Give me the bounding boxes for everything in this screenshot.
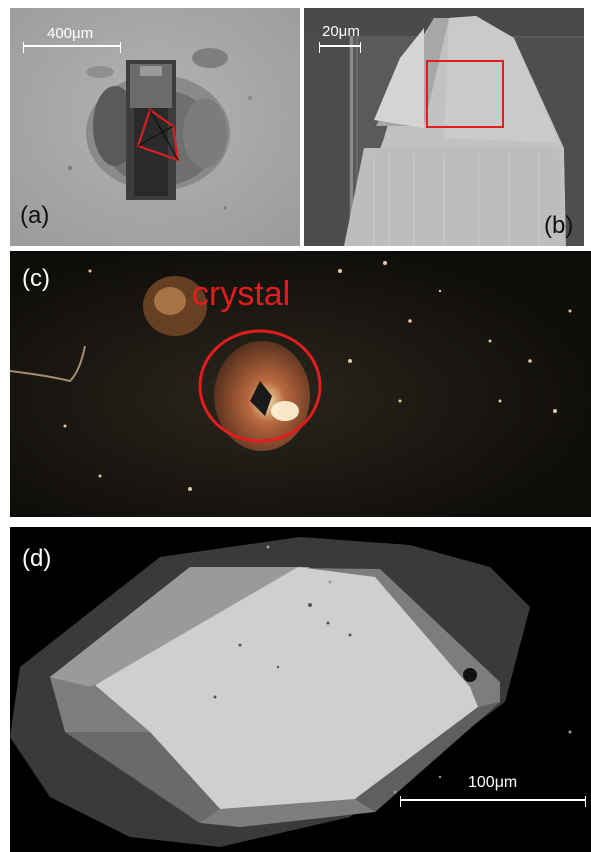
crystal-circle xyxy=(198,329,322,443)
scale-bar-d xyxy=(400,796,586,807)
panel-letter-b: (b) xyxy=(544,212,574,239)
panel-d: (d) 100μm xyxy=(10,527,591,852)
panel-b: 20μm (b) xyxy=(304,8,584,246)
sem-image-d xyxy=(10,527,591,852)
sem-image-a xyxy=(10,8,300,246)
panel-letter-a: (a) xyxy=(20,202,50,229)
crystal-face xyxy=(95,567,478,809)
selected-area xyxy=(426,60,504,128)
panel-letter-d: (d) xyxy=(22,545,52,572)
optical-image-c xyxy=(10,251,591,517)
crystal-label: crystal xyxy=(192,275,291,313)
panel-letter-c: (c) xyxy=(22,265,50,292)
scale-bar-a xyxy=(23,42,121,53)
scale-label-b: 20μm xyxy=(322,23,360,40)
scale-bar-b xyxy=(319,42,361,53)
scale-label-a: 400μm xyxy=(47,25,94,42)
sem-image-b xyxy=(304,8,584,246)
scale-label-d: 100μm xyxy=(468,774,518,791)
panel-c: (c) crystal xyxy=(10,251,591,517)
panel-a: 400μm (a) xyxy=(10,8,300,246)
